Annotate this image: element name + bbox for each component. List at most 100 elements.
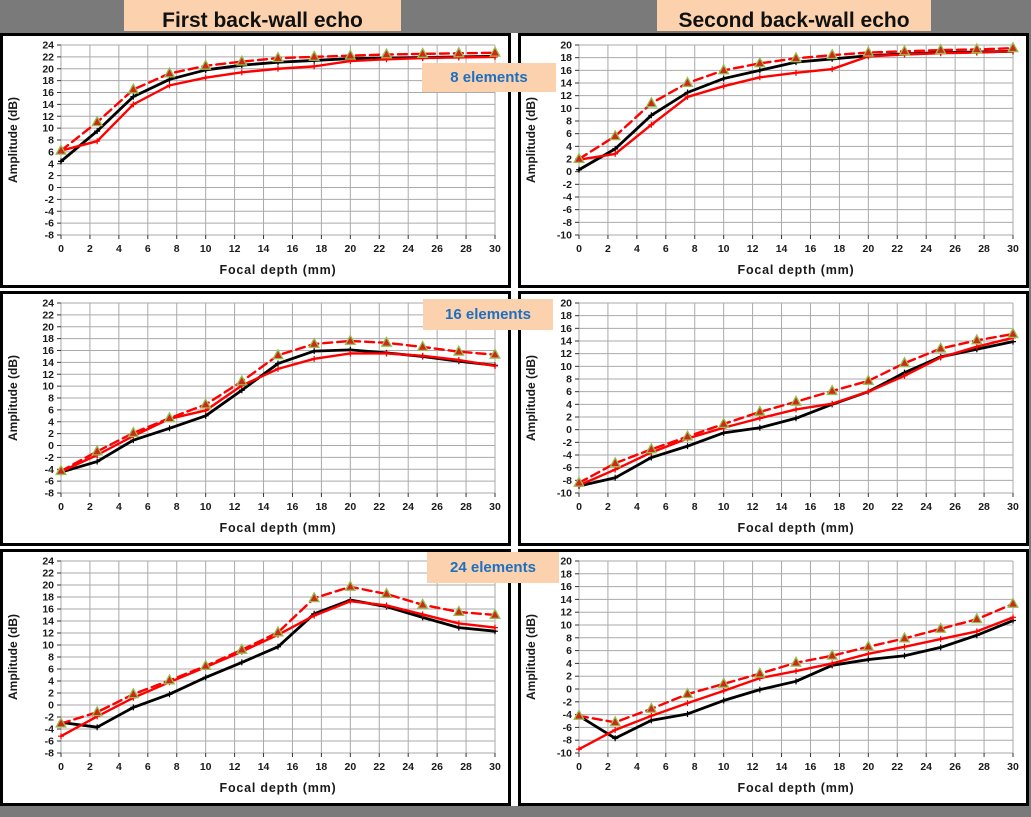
svg-text:-8: -8 xyxy=(45,748,54,760)
plus-marker xyxy=(648,454,655,461)
svg-text:6: 6 xyxy=(566,128,572,140)
triangle-marker xyxy=(452,344,465,356)
series-red-solid xyxy=(576,334,1016,489)
svg-text:0: 0 xyxy=(48,440,54,452)
plus-marker xyxy=(901,372,908,379)
series-red-dashed-triangle xyxy=(55,45,501,155)
svg-text:2: 2 xyxy=(87,243,93,255)
plus-marker xyxy=(1010,614,1016,621)
badge-16-elements-label: 16 elements xyxy=(445,306,531,323)
triangle-marker xyxy=(55,464,67,476)
svg-text:24: 24 xyxy=(42,556,54,568)
svg-text:8: 8 xyxy=(566,374,572,386)
triangle-marker xyxy=(344,580,357,591)
svg-text:4: 4 xyxy=(634,761,640,773)
svg-text:10: 10 xyxy=(42,123,54,135)
plus-marker xyxy=(720,83,727,90)
triangle-marker xyxy=(308,50,321,61)
svg-text:20: 20 xyxy=(344,501,356,513)
series-black-solid xyxy=(576,338,1016,490)
plus-marker xyxy=(684,443,691,450)
triangle-marker xyxy=(163,411,176,423)
series-red-solid xyxy=(576,614,1016,753)
svg-text:18: 18 xyxy=(42,75,54,87)
svg-text:0: 0 xyxy=(58,243,64,255)
svg-text:10: 10 xyxy=(42,640,54,652)
svg-text:4: 4 xyxy=(48,158,54,170)
column-header-first-echo: First back-wall echo xyxy=(124,0,401,31)
svg-text:18: 18 xyxy=(834,243,846,255)
svg-text:18: 18 xyxy=(560,52,572,64)
svg-text:-8: -8 xyxy=(563,735,572,747)
svg-text:12: 12 xyxy=(560,607,572,619)
svg-text:8: 8 xyxy=(48,393,54,405)
series-red-dashed-triangle xyxy=(55,580,501,728)
triangle-marker xyxy=(790,51,802,63)
triangle-marker xyxy=(609,456,622,468)
series-red-solid xyxy=(58,350,498,475)
svg-text:-2: -2 xyxy=(45,712,54,724)
column-header-second-echo: Second back-wall echo xyxy=(657,0,931,31)
svg-text:2: 2 xyxy=(48,688,54,700)
svg-text:22: 22 xyxy=(42,568,54,580)
svg-text:4: 4 xyxy=(634,501,640,513)
triangle-marker xyxy=(489,45,501,57)
plus-marker xyxy=(94,458,101,465)
plus-marker xyxy=(901,643,908,650)
svg-text:6: 6 xyxy=(663,761,669,773)
triangle-marker xyxy=(127,687,140,699)
svg-text:10: 10 xyxy=(200,761,212,773)
triangle-marker xyxy=(308,337,321,349)
chart-panel-second-8-elements: -10 -8 -6 -4 -2 0 2 4 6 8 10 12 14 16 18 20 0 2 4 6 8 10 12 14 1… xyxy=(518,33,1029,288)
plus-marker xyxy=(793,69,799,76)
svg-text:4: 4 xyxy=(116,501,122,513)
svg-text:4: 4 xyxy=(566,141,572,153)
svg-text:8: 8 xyxy=(692,761,698,773)
triangle-marker xyxy=(308,591,321,603)
triangle-marker xyxy=(452,605,465,617)
svg-text:4: 4 xyxy=(566,399,572,411)
svg-text:14: 14 xyxy=(258,501,270,513)
x-axis-title: Focal depth (mm) xyxy=(738,263,855,277)
triangle-marker xyxy=(717,417,730,429)
svg-text:14: 14 xyxy=(560,594,572,606)
column-header-second-echo-label: Second back-wall echo xyxy=(678,9,910,31)
triangle-marker xyxy=(573,152,585,164)
plus-marker xyxy=(829,400,836,407)
svg-text:18: 18 xyxy=(560,568,572,580)
plus-marker xyxy=(756,424,763,431)
triangle-marker xyxy=(573,709,585,720)
triangle-marker xyxy=(609,129,622,141)
svg-text:22: 22 xyxy=(42,309,54,321)
svg-text:28: 28 xyxy=(978,761,990,773)
svg-text:6: 6 xyxy=(663,501,669,513)
svg-text:24: 24 xyxy=(920,243,932,255)
x-axis-title: Focal depth (mm) xyxy=(738,781,855,795)
triangle-marker xyxy=(163,673,176,685)
x-axis-title: Focal depth (mm) xyxy=(220,521,337,535)
svg-text:16: 16 xyxy=(805,243,817,255)
y-axis-title: Amplitude (dB) xyxy=(6,97,20,183)
svg-text:20: 20 xyxy=(42,580,54,592)
svg-text:22: 22 xyxy=(373,243,385,255)
badge-16-elements: 16 elements xyxy=(423,299,553,330)
svg-text:-4: -4 xyxy=(563,450,572,462)
grid xyxy=(60,560,496,754)
svg-text:26: 26 xyxy=(431,501,443,513)
svg-text:16: 16 xyxy=(42,87,54,99)
svg-text:-6: -6 xyxy=(45,736,54,748)
triangle-marker xyxy=(1007,41,1019,53)
svg-text:2: 2 xyxy=(566,671,572,683)
svg-text:14: 14 xyxy=(560,78,572,90)
svg-text:2: 2 xyxy=(48,170,54,182)
svg-text:16: 16 xyxy=(560,323,572,335)
triangle-marker xyxy=(645,442,658,454)
triangle-marker xyxy=(862,374,875,385)
plus-marker xyxy=(419,611,426,618)
svg-text:14: 14 xyxy=(776,243,788,255)
plus-marker xyxy=(94,138,101,145)
svg-text:12: 12 xyxy=(560,348,572,360)
